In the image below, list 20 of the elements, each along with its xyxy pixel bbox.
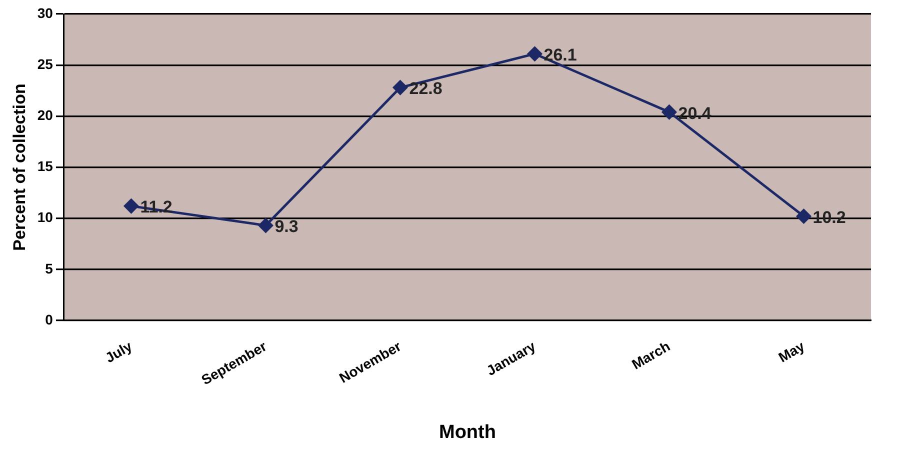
x-axis-title: Month <box>438 422 496 443</box>
point <box>124 198 138 214</box>
x-tick-label: July <box>102 338 135 366</box>
data-label: 9.3 <box>274 217 298 236</box>
point <box>796 209 811 224</box>
data-label: 22.8 <box>409 79 442 98</box>
y-tick-label: 25 <box>37 56 54 72</box>
y-tick-label: 30 <box>37 4 54 21</box>
y-tick-label: 0 <box>45 311 54 328</box>
x-tick-label: May <box>776 338 808 366</box>
point <box>392 80 408 95</box>
point <box>527 46 542 62</box>
y-tick-label: 5 <box>45 260 54 276</box>
point <box>258 218 273 233</box>
y-tick-label: 20 <box>37 107 54 124</box>
data-label: 26.1 <box>544 46 577 65</box>
point <box>662 104 676 120</box>
y-tick-label: 10 <box>37 209 54 226</box>
y-tick-label: 15 <box>37 158 54 174</box>
y-axis-title: Percent of collection <box>10 84 29 251</box>
